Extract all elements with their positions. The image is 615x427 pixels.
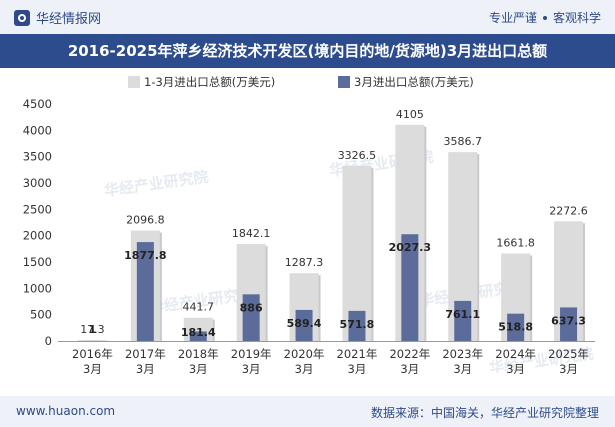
y-tick-label: 4000 [23,123,52,137]
x-tick-label: 2023年 3月 [442,347,483,376]
data-label-series1: 441.7 [183,301,215,314]
brand[interactable]: 华经情报网 [14,8,101,27]
bar-series2 [348,310,366,341]
y-tick-label: 3500 [23,150,52,164]
x-tick-label-line: 2017年 [125,347,166,361]
data-labels: 17.31 2096.8 1877.8 441.7 181.4 1842.1 886 1287… [80,108,588,339]
bar-series1 [77,340,107,341]
data-label-series1: 2096.8 [126,214,165,227]
data-label-series2: 2027.3 [389,241,431,254]
x-tick-label: 2017年 3月 [125,347,166,376]
x-tick-label-line: 3月 [242,362,261,376]
bar-series2 [242,294,260,341]
legend: 1-3月进出口总额(万美元) 3月进出口总额(万美元) [128,75,474,89]
bars [77,124,586,342]
data-label-series2: 571.8 [340,318,375,331]
y-tick-label: 1500 [23,255,52,269]
data-label-series2: 761.1 [445,308,480,321]
y-tick-label: 1000 [23,281,52,295]
x-tick-label-line: 3月 [136,362,155,376]
x-tick-label: 2021年 3月 [337,347,378,376]
bar-series2 [560,307,578,341]
data-label-series1: 4105 [396,108,424,121]
x-tick-label-line: 3月 [400,362,419,376]
bar-series2 [401,234,419,341]
data-label-series2: 518.8 [498,321,533,334]
x-tick-label: 2025年 3月 [548,347,589,376]
x-tick-label-line: 2019年 [231,347,272,361]
bar-series2 [136,242,154,341]
data-label-series1: 2272.6 [549,204,588,217]
x-tick-label-line: 2016年 [72,347,113,361]
x-tick-label-line: 2024年 [495,347,536,361]
data-label-series1: 3586.7 [444,135,483,148]
x-tick-label-line: 3月 [295,362,314,376]
footer-source: 数据来源：中国海关，华经产业研究院整理 [370,406,599,420]
y-tick-label: 4500 [23,97,52,111]
data-label-series2: 637.3 [551,314,586,327]
x-tick-label-line: 2021年 [337,347,378,361]
legend-label-series2: 3月进出口总额(万美元) [354,75,474,89]
top-bar: 华经情报网 专业严谨 客观科学 [0,0,615,34]
x-tick-label-line: 3月 [506,362,525,376]
data-label-series1: 1287.3 [285,256,324,269]
x-tick-label-line: 3月 [189,362,208,376]
x-tick-label: 2016年 3月 [72,347,113,376]
y-tick-label: 2500 [23,202,52,216]
x-tick-label-line: 2023年 [442,347,483,361]
y-tick-label: 3000 [23,176,52,190]
watermark-text: 华经产业研究院 [103,168,209,200]
x-tick-label: 2024年 3月 [495,347,536,376]
x-tick-label-line: 3月 [559,362,578,376]
bar-series2 [454,300,472,341]
data-label-series2: 1877.8 [124,249,166,262]
x-tick-label-line: 3月 [83,362,102,376]
x-tick-label-line: 2020年 [284,347,325,361]
chart-title: 2016-2025年萍乡经济技术开发区(境内目的地/货源地)3月进出口总额 [0,34,615,68]
chart-area: 华经产业研究院华经产业研究院华经产业研究院华经产业研究院华经产业研究院 1-3月… [23,75,595,377]
data-label-series2: 181.4 [181,326,216,339]
data-label-series2: 589.4 [287,317,322,330]
brand-name: 华经情报网 [36,12,102,27]
bullet-icon [542,15,547,20]
x-tick-label-line: 3月 [348,362,367,376]
slogan-left: 专业严谨 [488,11,537,25]
data-label-series1: 1842.1 [232,227,271,240]
x-tick-label: 2019年 3月 [231,347,272,376]
data-label-series1: 1661.8 [496,236,535,249]
legend-label-series1: 1-3月进出口总额(万美元) [144,75,275,89]
data-label-series1: 3326.5 [338,149,377,162]
x-tick-label-line: 2025年 [548,347,589,361]
x-tick-label-line: 2018年 [178,347,219,361]
data-label-series2: 1 [89,323,97,336]
footer-url[interactable]: www.huaon.com [16,404,116,418]
data-label-series1: 17.3 [80,323,105,336]
x-tick-label: 2022年 3月 [389,347,430,376]
y-tick-label: 500 [30,308,52,322]
x-tick-label-line: 2022年 [389,347,430,361]
slogan-right: 客观科学 [552,11,601,25]
x-tick-label: 2020年 3月 [284,347,325,376]
y-tick-label: 2000 [23,229,52,243]
footer: www.huaon.com 数据来源：中国海关，华经产业研究院整理 [0,396,615,427]
data-label-series2: 886 [240,301,263,314]
bar-series2 [189,331,207,341]
legend-swatch-series1 [128,76,140,88]
y-axis: 0 500 1000 1500 2000 2500 3000 3500 4000 4500 [23,97,52,348]
bar-series2 [507,313,525,341]
y-tick-label: 0 [45,334,52,348]
bar-series2 [295,309,313,341]
legend-swatch-series2 [338,76,350,88]
x-tick-label-line: 3月 [453,362,472,376]
slogan: 专业严谨 客观科学 [489,9,601,26]
x-tick-label: 2018年 3月 [178,347,219,376]
brand-logo-icon [14,9,30,26]
